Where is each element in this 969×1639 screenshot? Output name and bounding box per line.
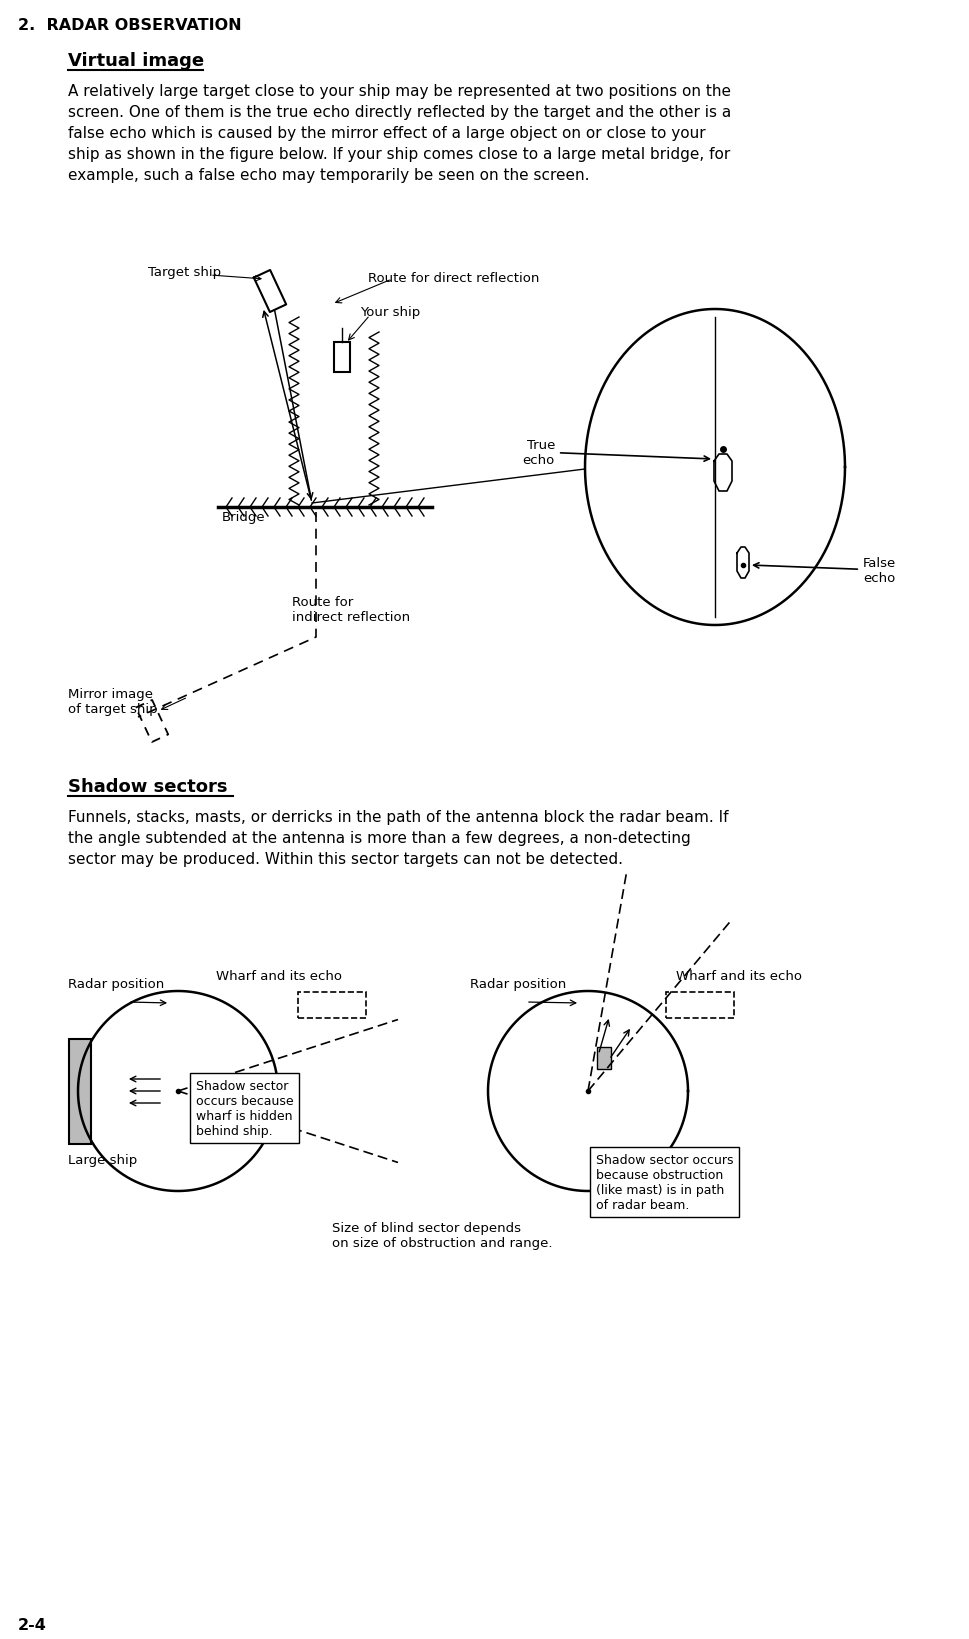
Bar [666, 992, 734, 1018]
Text: sector may be produced. Within this sector targets can not be detected.: sector may be produced. Within this sect… [68, 852, 623, 867]
Text: the angle subtended at the antenna is more than a few degrees, a non-detecting: the angle subtended at the antenna is mo… [68, 831, 691, 846]
Text: Wharf and its echo: Wharf and its echo [676, 969, 802, 982]
Text: Funnels, stacks, masts, or derricks in the path of the antenna block the radar b: Funnels, stacks, masts, or derricks in t… [68, 810, 729, 824]
Text: Route for
indirect reflection: Route for indirect reflection [292, 595, 410, 623]
Text: Shadow sectors: Shadow sectors [68, 777, 228, 795]
Text: Target ship: Target ship [148, 266, 221, 279]
Text: Radar position: Radar position [68, 977, 165, 990]
Text: Shadow sector occurs
because obstruction
(like mast) is in path
of radar beam.: Shadow sector occurs because obstruction… [596, 1154, 734, 1211]
Bar [597, 1047, 611, 1069]
Text: Large ship: Large ship [68, 1154, 138, 1167]
Text: ship as shown in the figure below. If your ship comes close to a large metal bri: ship as shown in the figure below. If yo… [68, 148, 731, 162]
Bar [69, 1039, 91, 1144]
Bar [298, 992, 366, 1018]
Text: True
echo: True echo [522, 439, 709, 467]
Text: Your ship: Your ship [360, 306, 421, 320]
Text: Wharf and its echo: Wharf and its echo [216, 969, 342, 982]
Text: screen. One of them is the true echo directly reflected by the target and the ot: screen. One of them is the true echo dir… [68, 105, 732, 120]
Text: false echo which is caused by the mirror effect of a large object on or close to: false echo which is caused by the mirror… [68, 126, 705, 141]
Text: Mirror image
of target ship: Mirror image of target ship [68, 688, 158, 716]
Text: Route for direct reflection: Route for direct reflection [368, 272, 540, 285]
Text: Size of blind sector depends
on size of obstruction and range.: Size of blind sector depends on size of … [332, 1221, 552, 1249]
Text: Virtual image: Virtual image [68, 52, 204, 70]
Text: 2-4: 2-4 [18, 1618, 47, 1632]
Text: Radar position: Radar position [470, 977, 566, 990]
Text: 2.  RADAR OBSERVATION: 2. RADAR OBSERVATION [18, 18, 241, 33]
Bar [334, 343, 350, 372]
Text: example, such a false echo may temporarily be seen on the screen.: example, such a false echo may temporari… [68, 167, 589, 184]
Text: A relatively large target close to your ship may be represented at two positions: A relatively large target close to your … [68, 84, 731, 98]
Text: False
echo: False echo [754, 557, 896, 585]
Text: Bridge: Bridge [222, 511, 266, 524]
Text: Shadow sector
occurs because
wharf is hidden
behind ship.: Shadow sector occurs because wharf is hi… [196, 1080, 294, 1137]
